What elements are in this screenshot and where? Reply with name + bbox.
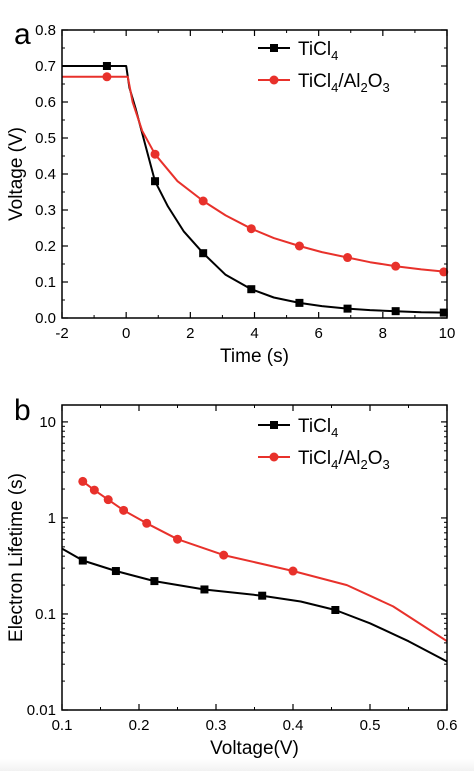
x-tick-label: 8 xyxy=(379,325,387,342)
legend-label: TiCl4 xyxy=(298,416,338,440)
y-tick-label: 1 xyxy=(48,510,56,527)
legend-label-part: TiCl xyxy=(298,39,331,60)
x-tick-label: 0 xyxy=(122,325,130,342)
plot-frame xyxy=(61,404,448,711)
y-tick-label: 0.1 xyxy=(35,274,56,291)
data-point xyxy=(343,304,352,313)
x-tick-label: 0.4 xyxy=(283,717,304,734)
x-tick-label: 6 xyxy=(314,325,322,342)
data-point xyxy=(391,261,401,271)
data-point xyxy=(102,72,112,82)
data-point xyxy=(78,476,88,486)
chart-panel-b: b0.1 0.2 0.3 0.4 0.5 0.60.010.1110Voltage(V)E… xyxy=(6,394,457,759)
y-tick-label: 0.8 xyxy=(35,22,56,39)
legend-label-part: TiCl xyxy=(298,71,331,92)
y-tick-label: 0.5 xyxy=(35,130,56,147)
legend-label-part: 2 xyxy=(361,457,368,472)
legend-label-part: /Al xyxy=(338,448,360,469)
data-point xyxy=(294,241,304,251)
legend-label: TiCl4/Al2O3 xyxy=(298,448,390,472)
series-line xyxy=(62,65,447,314)
y-tick-label: 0.2 xyxy=(35,238,56,255)
y-tick-label: 0.1 xyxy=(35,606,56,623)
caption-strip xyxy=(0,759,474,771)
y-tick-label: 0.01 xyxy=(27,702,56,719)
data-point xyxy=(258,591,267,600)
legend-label-part: 4 xyxy=(331,80,338,95)
data-point xyxy=(142,518,152,528)
series-line xyxy=(82,480,447,643)
data-point xyxy=(89,485,99,495)
data-point xyxy=(199,249,208,258)
data-point xyxy=(439,308,448,317)
data-point xyxy=(219,550,229,560)
x-tick-label: 0.1 xyxy=(52,717,73,734)
legend-label-part: 3 xyxy=(383,457,390,472)
chart-panel-a: a -2 0 2 4 6 8 10 0.0 0.1 0.2 0.3 0.4 0.5 0.6 0.7 0.8 Tim… xyxy=(6,18,455,367)
legend-label: TiCl4/Al2O3 xyxy=(298,71,390,95)
y-axis-title: Voltage (V) xyxy=(6,127,27,221)
legend-label-part: O xyxy=(368,448,383,469)
x-tick-label: 0.3 xyxy=(206,717,227,734)
series-ticl4: TiCl4 xyxy=(62,39,448,317)
y-tick-label: 10 xyxy=(39,414,56,431)
legend-label-part: 4 xyxy=(331,425,338,440)
panel-label: b xyxy=(14,394,31,427)
legend-label-part: O xyxy=(368,71,383,92)
data-point xyxy=(295,298,304,307)
series-line xyxy=(62,75,447,273)
data-point xyxy=(198,196,208,206)
data-point xyxy=(200,585,209,594)
legend-marker xyxy=(270,421,278,429)
legend-label: TiCl4 xyxy=(298,39,338,63)
data-point xyxy=(439,267,449,277)
data-point xyxy=(102,62,111,70)
series-ticl4-al2o3: TiCl4/Al2O3 xyxy=(78,448,447,643)
series-ticl4: TiCl4 xyxy=(62,416,447,663)
y-axis-title: Electron Lifetime (s) xyxy=(6,473,27,642)
data-point xyxy=(151,177,160,186)
legend-label-part: /Al xyxy=(338,71,360,92)
data-point xyxy=(78,556,87,565)
x-tick-label: 4 xyxy=(250,325,258,342)
y-tick-label: 0.3 xyxy=(35,202,56,219)
x-tick-label: 0.5 xyxy=(360,717,381,734)
x-tick-label: 0.2 xyxy=(129,717,150,734)
series-ticl4-al2o3: TiCl4/Al2O3 xyxy=(62,71,449,277)
legend-marker xyxy=(270,44,278,52)
plot-frame xyxy=(61,29,448,319)
data-point xyxy=(119,505,129,515)
data-point xyxy=(246,224,256,234)
x-axis-title: Time (s) xyxy=(220,346,289,367)
data-point xyxy=(331,605,340,614)
x-tick-label: -2 xyxy=(55,325,68,342)
legend-label-part: 4 xyxy=(331,48,338,63)
x-tick-label: 2 xyxy=(186,325,194,342)
y-tick-label: 0.6 xyxy=(35,94,56,111)
legend-marker xyxy=(269,75,279,85)
data-point xyxy=(391,307,400,316)
y-tick-label: 0.4 xyxy=(35,166,56,183)
legend-marker xyxy=(269,452,279,462)
y-tick-label: 0.7 xyxy=(35,58,56,75)
legend-label-part: 4 xyxy=(331,457,338,472)
data-point xyxy=(150,149,160,159)
legend-label-part: TiCl xyxy=(298,448,331,469)
y-tick-label: 0.0 xyxy=(35,310,56,327)
x-axis-title: Voltage(V) xyxy=(210,738,299,759)
data-point xyxy=(150,577,159,586)
data-point xyxy=(103,495,113,505)
legend-label-part: 3 xyxy=(383,80,390,95)
data-point xyxy=(111,567,120,576)
data-point xyxy=(247,285,256,294)
data-point xyxy=(288,566,298,576)
x-tick-label: 0.6 xyxy=(437,717,458,734)
legend-label-part: TiCl xyxy=(298,416,331,437)
data-point xyxy=(343,253,353,263)
legend-label-part: 2 xyxy=(361,80,368,95)
data-point xyxy=(173,534,182,544)
panel-label: a xyxy=(14,18,31,51)
x-tick-label: 10 xyxy=(439,325,456,342)
